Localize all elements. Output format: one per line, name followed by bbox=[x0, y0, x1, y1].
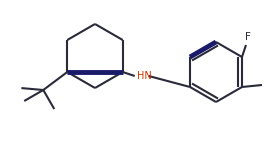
Text: HN: HN bbox=[137, 71, 151, 81]
Text: F: F bbox=[245, 32, 251, 42]
